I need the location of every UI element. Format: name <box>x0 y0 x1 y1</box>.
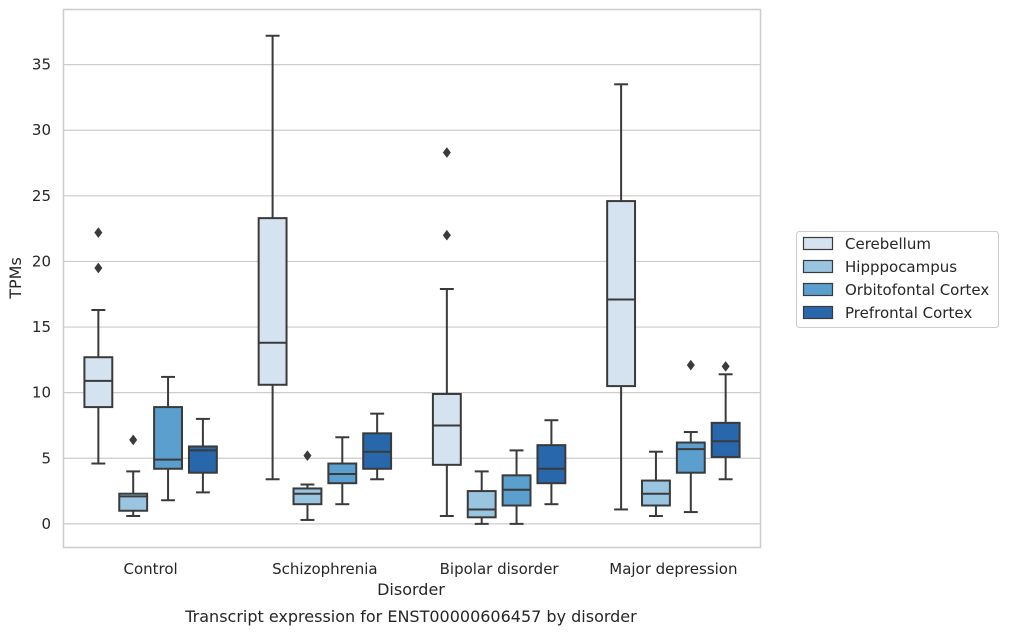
box-schizophrenia <box>292 450 323 521</box>
box-body <box>118 492 149 512</box>
legend-label: Hipppocampus <box>845 258 957 276</box>
outlier-point <box>442 147 451 158</box>
x-tick-label: Major depression <box>609 560 737 578</box>
x-tick-label: Schizophrenia <box>272 560 377 578</box>
box-body <box>83 356 114 409</box>
legend-label: Cerebellum <box>845 235 931 253</box>
box-schizophrenia <box>257 34 288 481</box>
legend-label: Prefrontal Cortex <box>845 304 972 322</box>
y-axis-label: TPMs <box>6 257 25 300</box>
x-tick-labels: Control Schizophrenia Bipolar disorder Majo… <box>124 560 738 578</box>
box-body <box>606 200 637 388</box>
y-tick-label: 30 <box>32 121 51 139</box>
box-schizophrenia <box>327 436 358 506</box>
outlier-point <box>686 359 695 371</box>
y-tick-label: 15 <box>32 318 51 336</box>
outlier-point <box>94 227 103 238</box>
plot-area-frame <box>62 8 762 549</box>
box-body <box>675 441 706 474</box>
legend-label: Orbitofontal Cortex <box>845 281 989 299</box>
outlier-point <box>94 262 103 274</box>
outlier-point <box>303 450 312 462</box>
box-body <box>710 421 741 458</box>
box-control <box>153 375 183 502</box>
x-tick-label: Control <box>124 560 178 578</box>
legend: Cerebellum Hipppocampus Orbitofontal Corte… <box>796 231 999 328</box>
legend-swatch <box>802 305 834 320</box>
box-body <box>466 490 497 519</box>
box-body <box>292 487 323 506</box>
y-tick-label: 10 <box>32 384 51 402</box>
x-axis-label: Disorder <box>377 580 445 599</box>
box-major-depression <box>710 361 741 481</box>
box-body <box>257 217 288 386</box>
series-orbitofontal-cortex <box>153 359 706 525</box>
y-tick-label: 35 <box>32 56 51 74</box>
legend-frame <box>796 231 999 328</box>
outlier-point <box>129 434 138 446</box>
legend-swatch <box>802 259 834 274</box>
box-bipolar-disorder <box>501 449 532 525</box>
outlier-point <box>721 361 730 372</box>
box-control <box>187 417 218 494</box>
outlier-point <box>442 229 451 241</box>
legend-swatch <box>802 236 834 251</box>
box-schizophrenia <box>362 412 393 481</box>
box-control <box>118 434 149 518</box>
series-hipppocampus <box>118 434 671 525</box>
y-tick-label: 25 <box>32 187 51 205</box>
legend-swatch <box>802 282 834 297</box>
box-bipolar-disorder <box>466 470 497 525</box>
box-control <box>83 227 114 465</box>
y-tick-label: 0 <box>41 515 51 533</box>
y-tick-label: 20 <box>32 252 51 270</box>
chart-caption: Transcript expression for ENST0000060645… <box>184 607 637 626</box>
box-major-depression <box>641 450 671 518</box>
box-bipolar-disorder <box>431 147 462 518</box>
y-tick-labels: 0 5 10 15 20 25 30 35 <box>32 56 51 533</box>
box-major-depression <box>675 359 706 514</box>
box-series <box>83 34 741 525</box>
box-body <box>431 392 462 466</box>
box-body <box>153 406 183 470</box>
y-tick-label: 5 <box>41 449 51 467</box>
box-bipolar-disorder <box>536 419 567 506</box>
box-major-depression <box>606 83 637 511</box>
series-cerebellum <box>83 34 637 518</box>
series-prefrontal-cortex <box>187 361 741 506</box>
x-tick-label: Bipolar disorder <box>440 560 560 578</box>
box-body <box>536 444 567 485</box>
